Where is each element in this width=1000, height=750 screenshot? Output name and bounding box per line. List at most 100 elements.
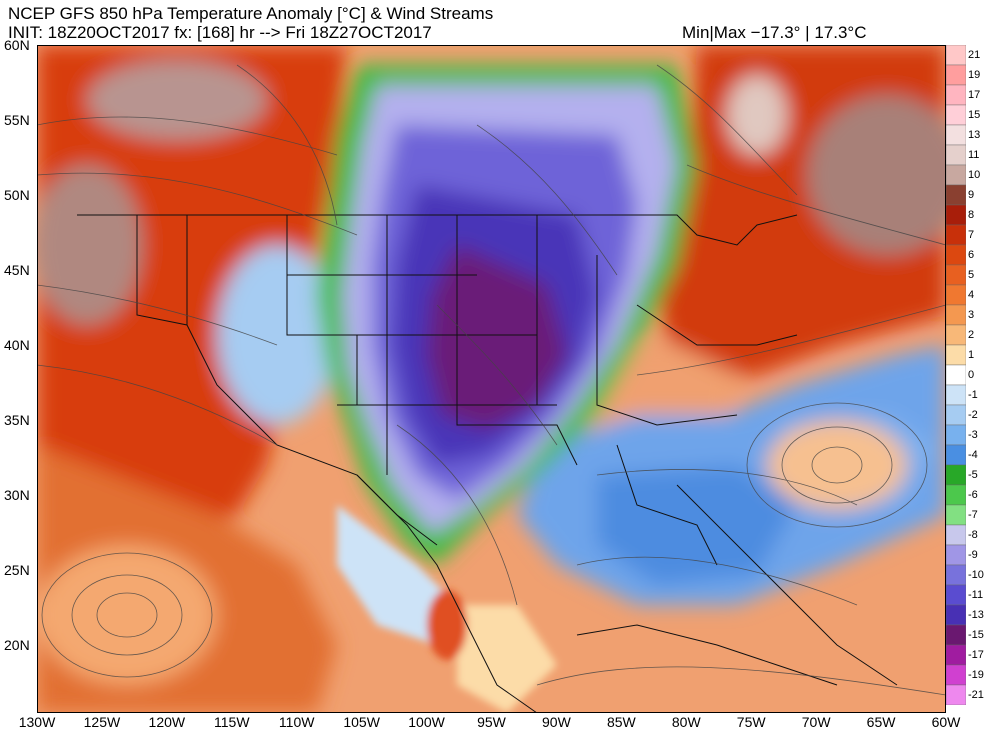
legend-swatch [946, 564, 966, 586]
legend-value: 21 [968, 49, 981, 61]
legend-swatch [946, 484, 966, 506]
legend-swatch [946, 45, 966, 66]
lon-label: 60W [931, 714, 961, 730]
lat-label: 30N [4, 487, 30, 504]
legend-value: -4 [968, 449, 978, 461]
lon-label: 75W [736, 714, 766, 730]
legend-value: -10 [968, 569, 984, 581]
lat-label: 60N [4, 37, 30, 53]
legend-value: -15 [968, 629, 984, 641]
legend-swatch [946, 604, 966, 626]
legend-swatch [946, 224, 966, 246]
legend-swatch [946, 284, 966, 306]
map-frame [37, 45, 946, 713]
lat-label: 20N [4, 637, 30, 654]
lon-label: 130W [18, 714, 56, 730]
legend-value: -5 [968, 469, 978, 481]
legend-value: 2 [968, 329, 975, 341]
legend-swatch [946, 144, 966, 166]
legend-swatch [946, 364, 966, 386]
legend-value: -3 [968, 429, 978, 441]
min-max-readout: Min|Max −17.3° | 17.3°C [682, 23, 867, 42]
legend-swatch [946, 304, 966, 326]
wind-streamlines [37, 64, 946, 696]
legend-swatch [946, 204, 966, 226]
legend-swatch [946, 384, 966, 406]
lon-label: 125W [83, 714, 121, 730]
legend-value: 19 [968, 69, 981, 81]
legend-swatch [946, 664, 966, 686]
legend-swatch [946, 64, 966, 86]
lon-label: 120W [148, 714, 186, 730]
init-forecast-line: INIT: 18Z20OCT2017 fx: [168] hr --> Fri … [8, 23, 432, 42]
legend-swatch [946, 344, 966, 366]
lon-label: 100W [408, 714, 445, 730]
legend-value: -9 [968, 549, 978, 561]
legend-value: -7 [968, 509, 978, 521]
legend-swatch [946, 244, 966, 266]
legend-value: 10 [968, 169, 981, 181]
legend-value: 0 [968, 369, 975, 381]
lon-label: 85W [606, 714, 636, 730]
legend-swatch [946, 124, 966, 146]
legend-value: -19 [968, 669, 984, 681]
legend-value: -8 [968, 529, 978, 541]
boundaries [77, 214, 898, 713]
legend-value: 9 [968, 189, 975, 201]
legend-value: 1 [968, 349, 975, 361]
legend-value: 17 [968, 89, 981, 101]
legend-value: -1 [968, 389, 978, 401]
lon-label: 80W [671, 714, 701, 730]
lon-label: 70W [801, 714, 831, 730]
legend-value: 11 [968, 149, 980, 161]
legend-value: 5 [968, 269, 975, 281]
legend-swatch [946, 424, 966, 446]
legend-swatch [946, 164, 966, 186]
lat-label: 40N [4, 337, 30, 354]
legend-swatch [946, 324, 966, 346]
lon-label: 105W [343, 714, 380, 730]
legend-swatch [946, 524, 966, 546]
legend-value: -6 [968, 489, 978, 501]
legend-swatch [946, 644, 966, 666]
legend-value: -13 [968, 609, 984, 621]
lon-label: 115W [214, 714, 250, 730]
lon-label: 110W [278, 714, 315, 730]
legend-swatch [946, 464, 966, 486]
legend-value: 15 [968, 109, 981, 121]
legend-swatch [946, 264, 966, 286]
legend-value: -2 [968, 409, 978, 421]
lon-label: 90W [542, 714, 571, 730]
legend-swatch [946, 684, 966, 705]
near-zero-areas [337, 505, 557, 713]
lon-label: 95W [477, 714, 506, 730]
legend-swatch [946, 184, 966, 206]
legend-value: 8 [968, 209, 975, 221]
legend-value: -17 [968, 649, 984, 661]
lon-label: 65W [866, 714, 896, 730]
legend-value: 7 [968, 229, 975, 241]
lat-label: 55N [4, 112, 30, 129]
anomaly-shading [37, 45, 946, 713]
legend-value: -21 [968, 689, 984, 701]
legend-swatch [946, 444, 966, 466]
legend-value: 13 [968, 129, 981, 141]
color-legend [946, 45, 966, 705]
legend-swatch [946, 504, 966, 526]
legend-swatch [946, 104, 966, 126]
legend-swatch [946, 84, 966, 106]
temperature-anomaly-map[interactable] [37, 45, 946, 713]
lat-label: 35N [4, 412, 30, 429]
lat-label: 45N [4, 262, 30, 279]
legend-value: 6 [968, 249, 975, 261]
lat-label: 50N [4, 187, 30, 204]
legend-value: -11 [968, 589, 984, 601]
legend-swatch [946, 624, 966, 646]
chart-title: NCEP GFS 850 hPa Temperature Anomaly [°C… [8, 4, 494, 23]
legend-swatch [946, 544, 966, 566]
legend-value: 3 [968, 309, 975, 321]
legend-value: 4 [968, 289, 975, 301]
legend-swatch [946, 404, 966, 426]
legend-swatch [946, 584, 966, 606]
lat-label: 25N [4, 562, 30, 579]
